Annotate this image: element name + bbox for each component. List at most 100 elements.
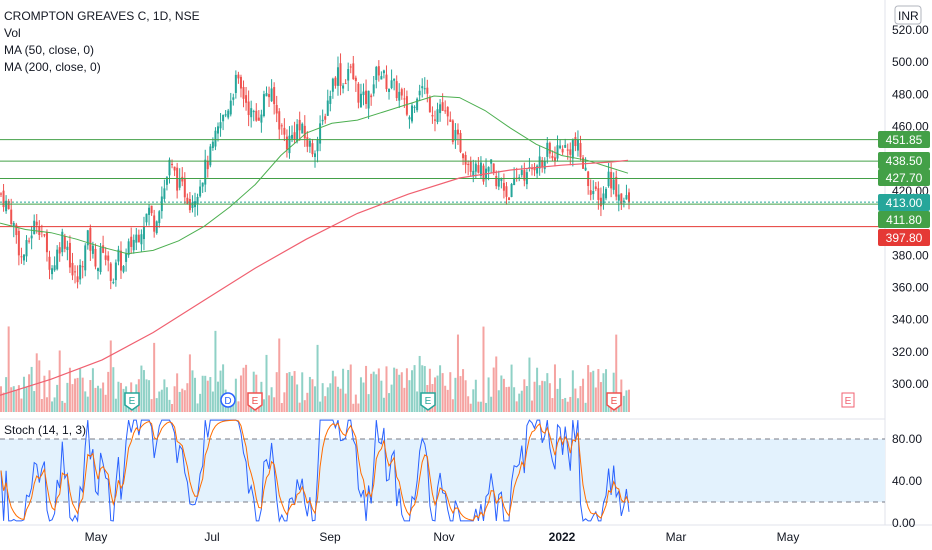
volume-bar (0, 386, 2, 412)
volume-bar (523, 379, 526, 412)
volume-bar (533, 381, 536, 412)
time-tick-label: May (85, 530, 108, 544)
event-marker[interactable]: E (124, 392, 140, 411)
volume-bar (421, 365, 424, 412)
candle-body (365, 90, 368, 104)
volume-bar (564, 397, 567, 412)
price-tick-label: 520.00 (892, 23, 929, 37)
volume-bar (597, 369, 600, 412)
event-label: D (224, 396, 231, 407)
candle-body (594, 186, 597, 189)
candle-body (255, 110, 258, 121)
chart-title: CROMPTON GREAVES C, 1D, NSE (4, 9, 200, 23)
volume-bar (84, 391, 87, 412)
volume-bar (201, 375, 204, 412)
price-tick-label: 380.00 (892, 248, 929, 262)
candle-body (472, 170, 475, 177)
candle-body (495, 176, 498, 187)
volume-bar (479, 401, 482, 412)
volume-bar (38, 360, 41, 412)
candle-body (579, 142, 582, 158)
candle-body (125, 253, 128, 262)
volume-bar (380, 380, 383, 412)
candle-body (530, 168, 533, 170)
candle-body (140, 234, 143, 245)
volume-bar (245, 364, 248, 412)
candle-body (268, 94, 271, 98)
ma50-line (0, 95, 629, 255)
currency-badge[interactable]: INR (898, 9, 919, 23)
candle-body (234, 74, 237, 93)
legend-vol[interactable]: Vol (4, 26, 21, 40)
candle-body (464, 154, 467, 165)
volume-bar (45, 397, 48, 412)
volume-bar (462, 369, 465, 412)
volume-bar (579, 386, 582, 412)
legend-stoch[interactable]: Stoch (14, 1, 3) (4, 423, 86, 437)
candle-body (314, 153, 316, 157)
candle-body (354, 77, 357, 82)
candle-body (117, 249, 120, 262)
volume-bar (265, 354, 268, 412)
candle-body (556, 145, 559, 159)
candle-body (84, 245, 87, 271)
candle-body (109, 263, 112, 281)
candle-body (176, 167, 179, 191)
candle-body (543, 161, 546, 170)
candle-body (227, 110, 230, 118)
price-tick-label: 460.00 (892, 120, 929, 134)
candle-body (505, 186, 508, 197)
candle-body (112, 282, 115, 284)
event-label: E (252, 396, 259, 407)
candle-body (237, 74, 240, 79)
candle-body (592, 191, 595, 195)
candle-body (311, 143, 314, 155)
volume-bar (324, 396, 327, 412)
volume-bar (209, 377, 212, 412)
volume-bar (262, 399, 265, 412)
volume-bar (308, 376, 311, 412)
event-marker[interactable]: E (247, 392, 263, 411)
legend-ma50[interactable]: MA (50, close, 0) (4, 43, 94, 57)
price-tick-label: 500.00 (892, 55, 929, 69)
candle-body (408, 117, 411, 120)
volume-bar (599, 382, 602, 412)
candle-body (574, 137, 577, 147)
candle-body (56, 249, 59, 270)
candle-body (178, 178, 181, 188)
volume-bar (528, 357, 531, 412)
candle-body (347, 69, 350, 81)
volume-bar (30, 366, 33, 412)
volume-bar (301, 372, 304, 412)
candle-body (262, 94, 265, 117)
volume-bar (91, 368, 94, 412)
candle-body (523, 170, 526, 181)
volume-bar (94, 387, 97, 412)
volume-bar (285, 373, 288, 412)
candle-body (566, 149, 569, 151)
legend-ma200[interactable]: MA (200, close, 0) (4, 60, 101, 74)
stoch-tick-label: 80.00 (892, 432, 922, 446)
volume-bar (275, 372, 278, 412)
volume-bar (66, 382, 69, 412)
event-marker[interactable]: E (420, 392, 436, 411)
candle-body (477, 165, 480, 173)
volume-bar (61, 400, 64, 412)
candle-body (71, 262, 74, 276)
event-marker[interactable]: E (841, 392, 855, 408)
candle-body (352, 63, 355, 80)
volume-bar (234, 378, 237, 412)
candle-body (467, 163, 470, 165)
volume-bar (117, 381, 120, 412)
volume-bar (122, 388, 125, 412)
candle-body (520, 170, 523, 176)
volume-bar (214, 330, 217, 412)
volume-bar (584, 402, 587, 412)
candle-body (30, 235, 33, 239)
event-marker[interactable]: D (220, 392, 236, 408)
candle-body (336, 67, 339, 86)
candle-body (173, 166, 176, 171)
event-marker[interactable]: E (606, 392, 622, 411)
volume-bar (628, 389, 630, 412)
